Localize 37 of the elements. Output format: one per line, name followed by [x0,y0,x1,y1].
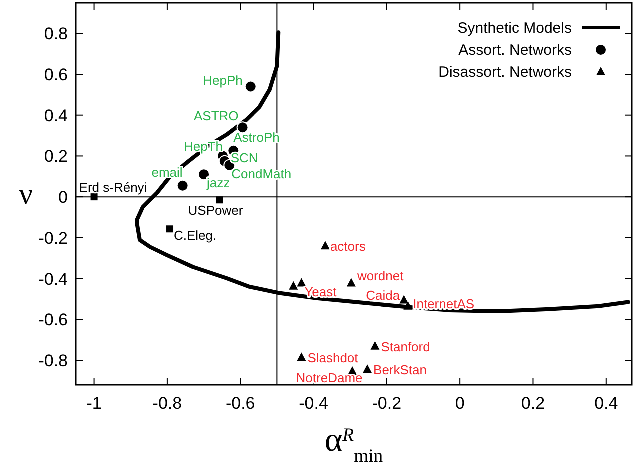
y-axis-title: ν [19,178,33,211]
y-tick-label: 0.2 [44,147,68,166]
annotation: InternetAS [413,296,475,312]
x-tick-label: -0.2 [372,394,402,413]
annotation: Slashdot [308,350,359,366]
x-tick-label: -0.6 [226,394,256,413]
x-tick-label: -0.8 [152,394,182,413]
legend-label: Assort. Networks [458,42,572,59]
y-tick-label: 0.4 [44,106,68,126]
x-tick-label: 0.4 [594,394,618,413]
annotation: SCN [230,150,258,166]
legend-label: Disassort. Networks [438,64,572,81]
annotation: ASTRO [194,108,239,124]
y-tick-label: -0.2 [38,228,68,248]
annotation: Caida [366,288,401,304]
annotation: jazz [206,176,230,191]
y-tick-label: 0.8 [44,24,68,44]
annotation: Stanford [381,339,430,354]
x-tick-label: -0.4 [299,394,328,413]
y-tick-label: -0.4 [38,270,68,289]
annotation: Yeast [304,284,338,300]
annotation: USPower [188,203,244,218]
annotation: Erd s-Rényi [79,180,148,196]
annotation: wordnet [356,268,404,284]
annotation: C.Eleg. [174,228,217,244]
x-tick-label: 0.2 [521,394,546,413]
y-tick-label: -0.8 [38,351,68,370]
y-tick-label: 0 [58,188,68,208]
annotation: actors [330,239,366,254]
y-tick-label: -0.6 [38,310,68,330]
annotation: HepPh [203,72,243,88]
legend-label: Synthetic Models [458,20,572,37]
y-tick-label: 0.6 [44,65,68,84]
x-tick-label: 0 [455,394,465,413]
x-tick-label: -1 [86,394,102,413]
annotation: BerkStan [374,362,428,378]
annotation: NotreDame [296,370,363,386]
